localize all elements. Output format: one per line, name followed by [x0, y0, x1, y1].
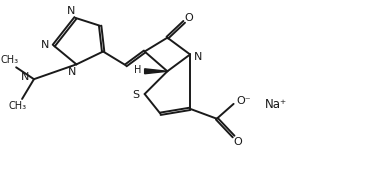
Text: N: N — [194, 52, 202, 62]
Text: N: N — [40, 40, 49, 50]
Text: CH₃: CH₃ — [8, 101, 26, 111]
Text: O: O — [185, 13, 194, 23]
Text: O: O — [233, 137, 242, 147]
Text: S: S — [132, 90, 139, 100]
Text: Na⁺: Na⁺ — [265, 98, 287, 111]
Text: H: H — [134, 65, 141, 75]
Text: N: N — [67, 6, 76, 16]
Text: O⁻: O⁻ — [236, 96, 251, 106]
Polygon shape — [145, 69, 167, 74]
Text: CH₃: CH₃ — [0, 55, 18, 65]
Text: N: N — [68, 67, 77, 77]
Text: N: N — [21, 72, 29, 82]
